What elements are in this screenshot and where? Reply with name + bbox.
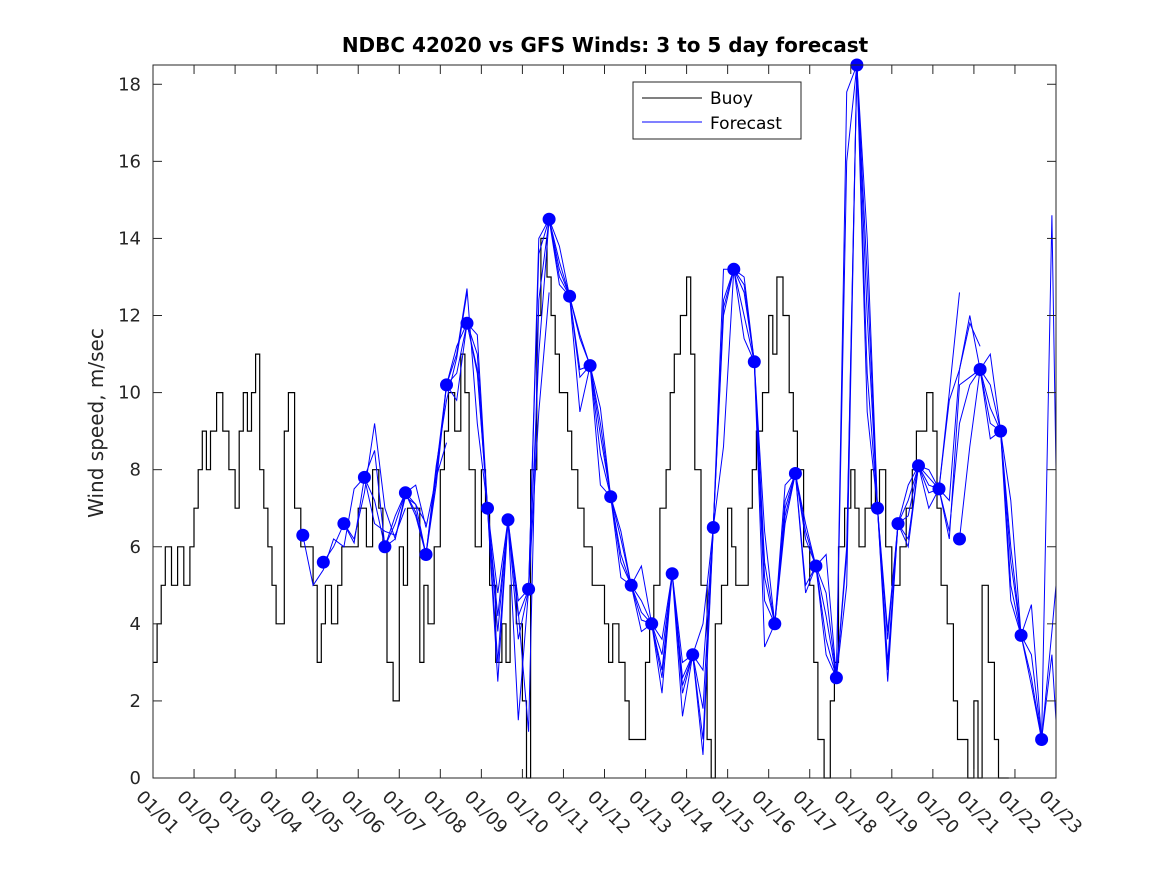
legend-buoy-label: Buoy <box>710 89 753 109</box>
forecast-point-24 <box>768 617 782 631</box>
y-tick-label-10: 10 <box>118 383 141 404</box>
forecast-point-36 <box>1014 628 1028 642</box>
forecast-point-7 <box>419 548 433 561</box>
forecast-series-line-27 <box>835 64 940 678</box>
plot-background <box>153 65 1056 778</box>
forecast-point-26 <box>809 559 823 573</box>
forecast-point-19 <box>665 567 679 581</box>
y-tick-label-8: 8 <box>130 460 141 481</box>
forecast-point-3 <box>337 517 351 531</box>
forecast-point-10 <box>481 501 494 515</box>
forecast-point-11 <box>501 513 515 527</box>
forecast-point-27 <box>829 671 843 685</box>
forecast-point-34 <box>973 363 987 376</box>
forecast-point-2 <box>316 555 330 569</box>
forecast-point-25 <box>788 467 802 480</box>
y-tick-label-4: 4 <box>130 614 141 635</box>
forecast-point-16 <box>604 490 618 504</box>
forecast-point-5 <box>378 540 392 554</box>
forecast-point-37 <box>1035 733 1049 746</box>
forecast-series-line-32 <box>938 368 1043 740</box>
forecast-point-23 <box>747 355 761 369</box>
forecast-point-22 <box>727 262 741 276</box>
forecast-series-line-16 <box>610 496 714 755</box>
forecast-point-33 <box>953 532 966 546</box>
y-tick-label-18: 18 <box>118 74 141 95</box>
chart-title: NDBC 42020 vs GFS Winds: 3 to 5 day fore… <box>342 33 869 57</box>
forecast-point-12 <box>522 582 536 596</box>
forecast-point-14 <box>563 289 577 303</box>
y-tick-label-16: 16 <box>118 151 141 172</box>
forecast-point-1 <box>296 528 310 542</box>
legend-box <box>632 81 802 140</box>
forecast-point-4 <box>357 470 371 484</box>
forecast-point-17 <box>624 578 638 592</box>
forecast-series-line-1 <box>302 476 406 587</box>
forecast-series-line-14 <box>569 296 673 678</box>
buoy-series-line <box>153 237 1009 779</box>
y-axis-label: Wind speed, m/sec <box>84 328 108 518</box>
forecast-point-18 <box>645 617 659 631</box>
forecast-point-20 <box>686 648 700 662</box>
forecast-point-8 <box>440 378 453 392</box>
forecast-point-13 <box>542 212 556 226</box>
forecast-series-line-33 <box>959 215 1057 740</box>
forecast-point-30 <box>891 517 905 531</box>
plot-area: 02468101214161801/0101/0201/0301/0401/05… <box>118 58 1086 838</box>
y-tick-label-12: 12 <box>118 306 141 327</box>
forecast-point-9 <box>460 316 474 330</box>
legend: Buoy Forecast <box>632 81 802 140</box>
forecast-series-line-12 <box>528 217 632 590</box>
forecast-series-line-19 <box>671 267 776 680</box>
forecast-series-line-15 <box>589 365 694 717</box>
y-tick-label-6: 6 <box>130 537 141 558</box>
forecast-series-line-13 <box>548 219 652 633</box>
forecast-point-32 <box>932 482 946 496</box>
forecast-series-line-11 <box>507 219 612 721</box>
y-tick-label-0: 0 <box>130 768 141 789</box>
forecast-point-21 <box>706 521 720 534</box>
forecast-series-line-3 <box>343 442 447 548</box>
y-tick-label-14: 14 <box>118 228 141 249</box>
legend-forecast-label: Forecast <box>710 114 782 134</box>
forecast-point-29 <box>871 501 884 515</box>
forecast-series-line-17 <box>630 269 735 740</box>
y-tick-label-2: 2 <box>130 691 141 712</box>
forecast-point-6 <box>398 486 412 500</box>
forecast-series-line-35 <box>1000 431 1057 740</box>
forecast-point-15 <box>583 359 597 373</box>
forecast-series-line-26 <box>815 64 919 678</box>
forecast-series-line-8 <box>446 292 550 663</box>
forecast-point-31 <box>912 459 925 473</box>
forecast-series-line-22 <box>733 269 837 678</box>
forecast-point-35 <box>994 424 1008 438</box>
